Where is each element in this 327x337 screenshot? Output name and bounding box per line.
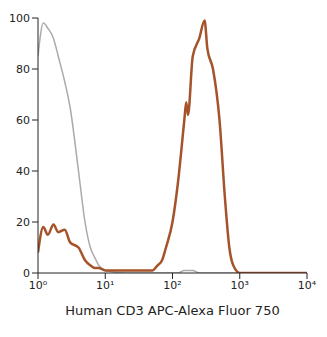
svg-text:Human CD3 APC-Alexa Fluor 750: Human CD3 APC-Alexa Fluor 750 [65,303,279,318]
svg-text:0: 0 [23,267,30,280]
svg-text:100: 100 [9,12,30,25]
svg-text:10⁰: 10⁰ [29,279,48,292]
svg-text:10⁴: 10⁴ [298,279,317,292]
svg-text:20: 20 [16,216,30,229]
svg-text:60: 60 [16,114,30,127]
svg-text:80: 80 [16,63,30,76]
svg-text:10²: 10² [163,279,181,292]
svg-text:10¹: 10¹ [96,279,114,292]
svg-text:10³: 10³ [231,279,249,292]
svg-text:40: 40 [16,165,30,178]
